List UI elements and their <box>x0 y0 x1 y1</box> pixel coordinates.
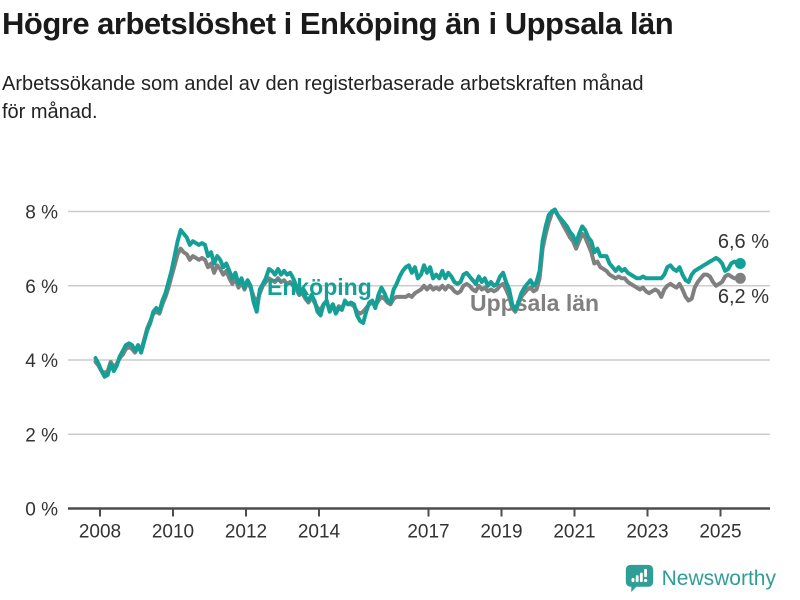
subtitle-line-1: Arbetssökande som andel av den registerb… <box>2 73 644 95</box>
newsworthy-logo-icon <box>625 564 653 593</box>
x-axis-label-2023: 2023 <box>626 522 668 543</box>
y-axis-label-2pct: 2 % <box>25 425 58 446</box>
line-enk-ping <box>93 207 743 379</box>
series-label-uppsala-l-n: Uppsala län <box>470 290 599 316</box>
x-axis-label-2017: 2017 <box>407 522 449 543</box>
brand-wordmark: Newsworthy <box>661 566 776 590</box>
subtitle-line-2: för månad. <box>2 101 98 124</box>
x-axis-label-2008: 2008 <box>79 522 121 543</box>
x-axis-label-2025: 2025 <box>699 522 741 543</box>
newsworthy-branding: Newsworthy <box>624 563 776 594</box>
x-axis-label-2014: 2014 <box>298 522 341 543</box>
bar-2 <box>635 575 639 583</box>
y-axis-label-6pct: 6 % <box>25 277 58 298</box>
exclamation-bar <box>643 568 647 578</box>
y-axis-label-4pct: 4 % <box>25 351 58 372</box>
x-axis-label-2010: 2010 <box>152 522 194 543</box>
end-value-label-enk-ping: 6,6 % <box>718 231 769 253</box>
y-axis-label-8pct: 8 % <box>25 203 58 224</box>
bar-1 <box>631 578 635 583</box>
end-value-label-uppsala-l-n: 6,2 % <box>718 286 769 308</box>
x-axis-label-2019: 2019 <box>480 522 522 543</box>
bar-3 <box>639 572 643 583</box>
chart-subtitle: Arbetssökande som andel av den registerb… <box>2 70 782 127</box>
end-dot-uppsala-l-n <box>734 272 746 284</box>
x-axis-label-2012: 2012 <box>225 522 267 543</box>
series-label-enk-ping: Enköping <box>267 274 372 300</box>
y-axis-label-0pct: 0 % <box>25 500 58 521</box>
line-uppsala-l-n <box>93 207 743 375</box>
x-axis-label-2021: 2021 <box>553 522 595 543</box>
end-dot-enk-ping <box>734 258 746 269</box>
exclamation-dot <box>643 578 647 583</box>
speech-bubble-shape <box>625 564 653 593</box>
page-title: Högre arbetslöshet i Enköping än i Uppsa… <box>2 6 674 41</box>
